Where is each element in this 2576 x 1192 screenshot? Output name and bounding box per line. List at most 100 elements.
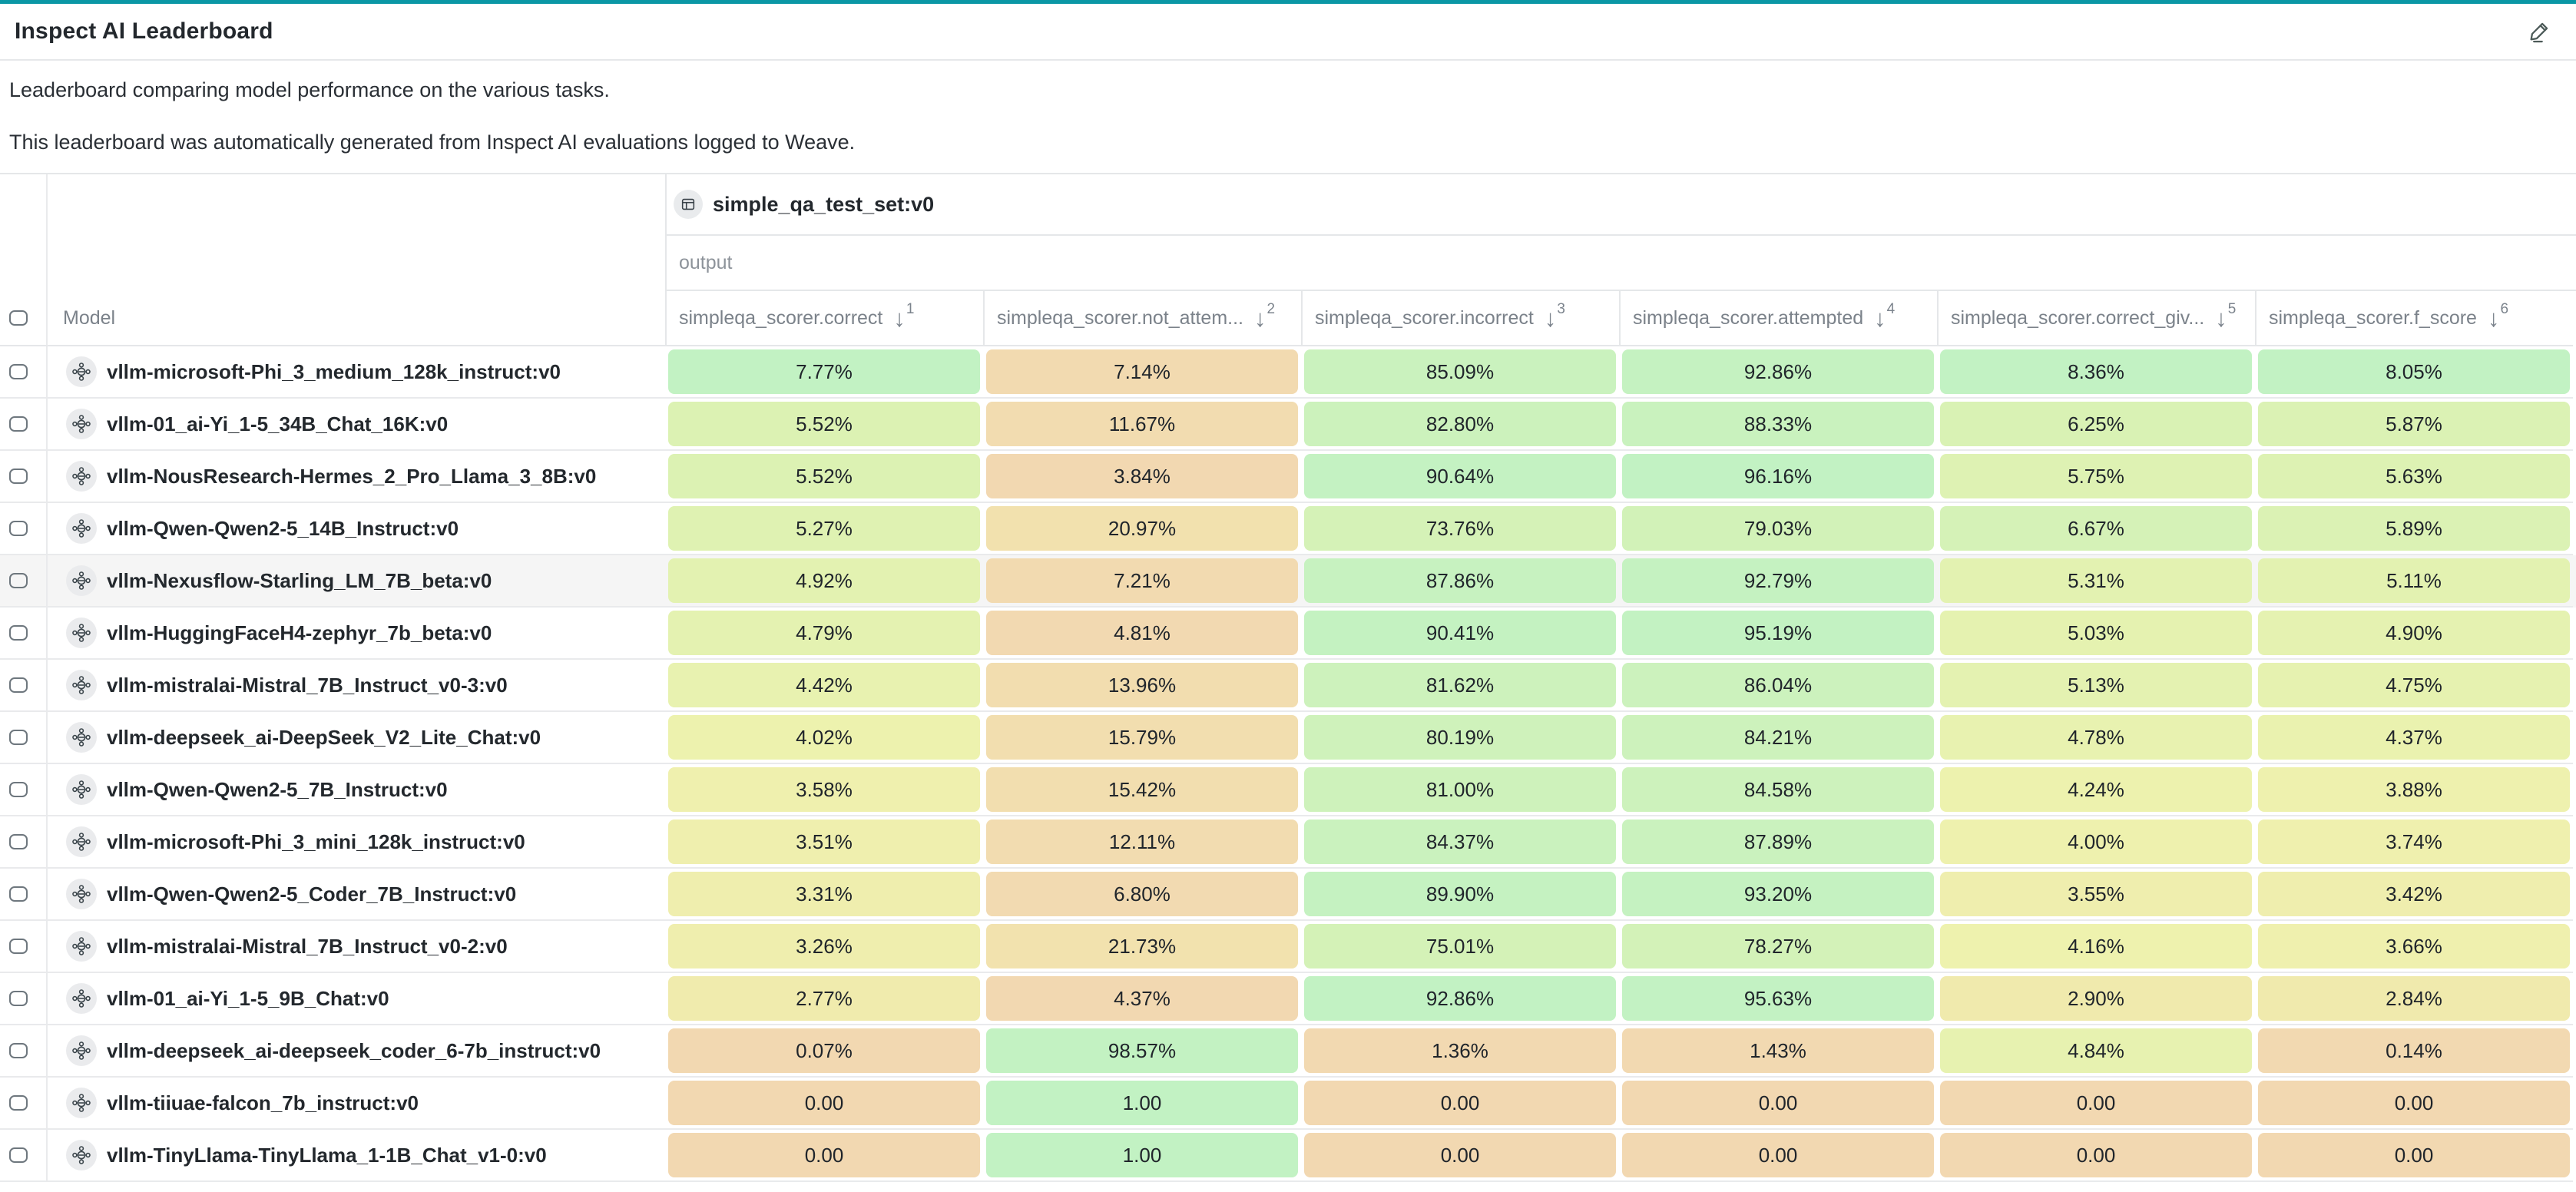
score-value[interactable]: 4.02% [668, 715, 980, 760]
row-checkbox[interactable] [9, 677, 28, 693]
score-value[interactable]: 0.00 [2258, 1133, 2570, 1177]
score-value[interactable]: 78.27% [1622, 924, 1934, 969]
model-cell[interactable]: vllm-01_ai-Yi_1-5_34B_Chat_16K:v0 [48, 399, 665, 451]
score-value[interactable]: 93.20% [1622, 872, 1934, 916]
score-value[interactable]: 20.97% [986, 506, 1298, 551]
score-value[interactable]: 0.07% [668, 1028, 980, 1073]
score-value[interactable]: 3.55% [1940, 872, 2252, 916]
score-value[interactable]: 3.66% [2258, 924, 2570, 969]
score-value[interactable]: 0.00 [2258, 1081, 2570, 1125]
model-cell[interactable]: vllm-TinyLlama-TinyLlama_1-1B_Chat_v1-0:… [48, 1130, 665, 1182]
score-value[interactable]: 4.79% [668, 611, 980, 655]
score-value[interactable]: 4.81% [986, 611, 1298, 655]
score-value[interactable]: 3.51% [668, 820, 980, 864]
score-value[interactable]: 5.13% [1940, 663, 2252, 707]
score-value[interactable]: 2.84% [2258, 976, 2570, 1021]
row-checkbox[interactable] [9, 834, 28, 849]
model-cell[interactable]: vllm-mistralai-Mistral_7B_Instruct_v0-2:… [48, 921, 665, 973]
row-checkbox[interactable] [9, 1147, 28, 1163]
score-value[interactable]: 11.67% [986, 402, 1298, 446]
score-value[interactable]: 2.77% [668, 976, 980, 1021]
score-value[interactable]: 0.00 [1304, 1133, 1616, 1177]
score-value[interactable]: 4.37% [986, 976, 1298, 1021]
score-value[interactable]: 21.73% [986, 924, 1298, 969]
score-value[interactable]: 12.11% [986, 820, 1298, 864]
score-value[interactable]: 1.43% [1622, 1028, 1934, 1073]
score-value[interactable]: 75.01% [1304, 924, 1616, 969]
sort-arrow-icon[interactable]: ↓ 4 [1874, 300, 1896, 332]
model-cell[interactable]: vllm-Qwen-Qwen2-5_14B_Instruct:v0 [48, 503, 665, 555]
score-value[interactable]: 5.87% [2258, 402, 2570, 446]
score-value[interactable]: 0.00 [1940, 1133, 2252, 1177]
score-value[interactable]: 4.16% [1940, 924, 2252, 969]
score-value[interactable]: 3.84% [986, 454, 1298, 498]
score-value[interactable]: 0.14% [2258, 1028, 2570, 1073]
score-value[interactable]: 82.80% [1304, 402, 1616, 446]
score-value[interactable]: 4.37% [2258, 715, 2570, 760]
score-value[interactable]: 0.00 [668, 1081, 980, 1125]
score-value[interactable]: 15.42% [986, 767, 1298, 812]
score-value[interactable]: 1.00 [986, 1081, 1298, 1125]
score-value[interactable]: 5.52% [668, 454, 980, 498]
row-checkbox[interactable] [9, 1095, 28, 1111]
score-value[interactable]: 3.31% [668, 872, 980, 916]
score-value[interactable]: 7.14% [986, 349, 1298, 394]
score-value[interactable]: 1.00 [986, 1133, 1298, 1177]
score-value[interactable]: 3.58% [668, 767, 980, 812]
model-cell[interactable]: vllm-mistralai-Mistral_7B_Instruct_v0-3:… [48, 660, 665, 712]
row-checkbox[interactable] [9, 991, 28, 1006]
select-all-checkbox[interactable] [9, 310, 28, 326]
score-value[interactable]: 3.26% [668, 924, 980, 969]
sort-arrow-icon[interactable]: ↓ 2 [1254, 300, 1276, 332]
score-value[interactable]: 3.88% [2258, 767, 2570, 812]
score-value[interactable]: 0.00 [668, 1133, 980, 1177]
score-value[interactable]: 89.90% [1304, 872, 1616, 916]
score-value[interactable]: 86.04% [1622, 663, 1934, 707]
score-value[interactable]: 8.36% [1940, 349, 2252, 394]
row-checkbox[interactable] [9, 939, 28, 954]
score-value[interactable]: 4.78% [1940, 715, 2252, 760]
row-checkbox[interactable] [9, 730, 28, 745]
sort-arrow-icon[interactable]: ↓ 3 [1544, 300, 1565, 332]
column-header[interactable]: simpleqa_scorer.correct ↓ 1 [665, 291, 983, 346]
score-value[interactable]: 90.41% [1304, 611, 1616, 655]
sort-arrow-icon[interactable]: ↓ 1 [893, 300, 915, 332]
row-checkbox[interactable] [9, 886, 28, 902]
model-cell[interactable]: vllm-Qwen-Qwen2-5_Coder_7B_Instruct:v0 [48, 869, 665, 921]
score-value[interactable]: 6.67% [1940, 506, 2252, 551]
score-value[interactable]: 5.89% [2258, 506, 2570, 551]
row-checkbox[interactable] [9, 573, 28, 588]
score-value[interactable]: 13.96% [986, 663, 1298, 707]
score-value[interactable]: 8.05% [2258, 349, 2570, 394]
model-cell[interactable]: vllm-deepseek_ai-deepseek_coder_6-7b_ins… [48, 1025, 665, 1078]
score-value[interactable]: 4.84% [1940, 1028, 2252, 1073]
model-cell[interactable]: vllm-microsoft-Phi_3_medium_128k_instruc… [48, 346, 665, 399]
column-header[interactable]: simpleqa_scorer.f_score ↓ 6 [2255, 291, 2573, 346]
score-value[interactable]: 87.86% [1304, 558, 1616, 603]
score-value[interactable]: 6.80% [986, 872, 1298, 916]
score-value[interactable]: 88.33% [1622, 402, 1934, 446]
score-value[interactable]: 5.11% [2258, 558, 2570, 603]
sort-arrow-icon[interactable]: ↓ 5 [2215, 300, 2237, 332]
score-value[interactable]: 5.03% [1940, 611, 2252, 655]
score-value[interactable]: 84.37% [1304, 820, 1616, 864]
row-checkbox[interactable] [9, 521, 28, 536]
model-cell[interactable]: vllm-deepseek_ai-DeepSeek_V2_Lite_Chat:v… [48, 712, 665, 764]
score-value[interactable]: 1.36% [1304, 1028, 1616, 1073]
score-value[interactable]: 81.00% [1304, 767, 1616, 812]
score-value[interactable]: 5.27% [668, 506, 980, 551]
dataset-group-header[interactable]: simple_qa_test_set:v0 [665, 174, 2576, 236]
row-checkbox[interactable] [9, 1043, 28, 1058]
score-value[interactable]: 5.75% [1940, 454, 2252, 498]
score-value[interactable]: 81.62% [1304, 663, 1616, 707]
score-value[interactable]: 84.21% [1622, 715, 1934, 760]
score-value[interactable]: 0.00 [1622, 1133, 1934, 1177]
score-value[interactable]: 4.75% [2258, 663, 2570, 707]
model-cell[interactable]: vllm-HuggingFaceH4-zephyr_7b_beta:v0 [48, 608, 665, 660]
model-cell[interactable]: vllm-Nexusflow-Starling_LM_7B_beta:v0 [48, 555, 665, 608]
score-value[interactable]: 92.86% [1304, 976, 1616, 1021]
model-cell[interactable]: vllm-microsoft-Phi_3_mini_128k_instruct:… [48, 816, 665, 869]
row-checkbox[interactable] [9, 469, 28, 484]
score-value[interactable]: 84.58% [1622, 767, 1934, 812]
score-value[interactable]: 90.64% [1304, 454, 1616, 498]
